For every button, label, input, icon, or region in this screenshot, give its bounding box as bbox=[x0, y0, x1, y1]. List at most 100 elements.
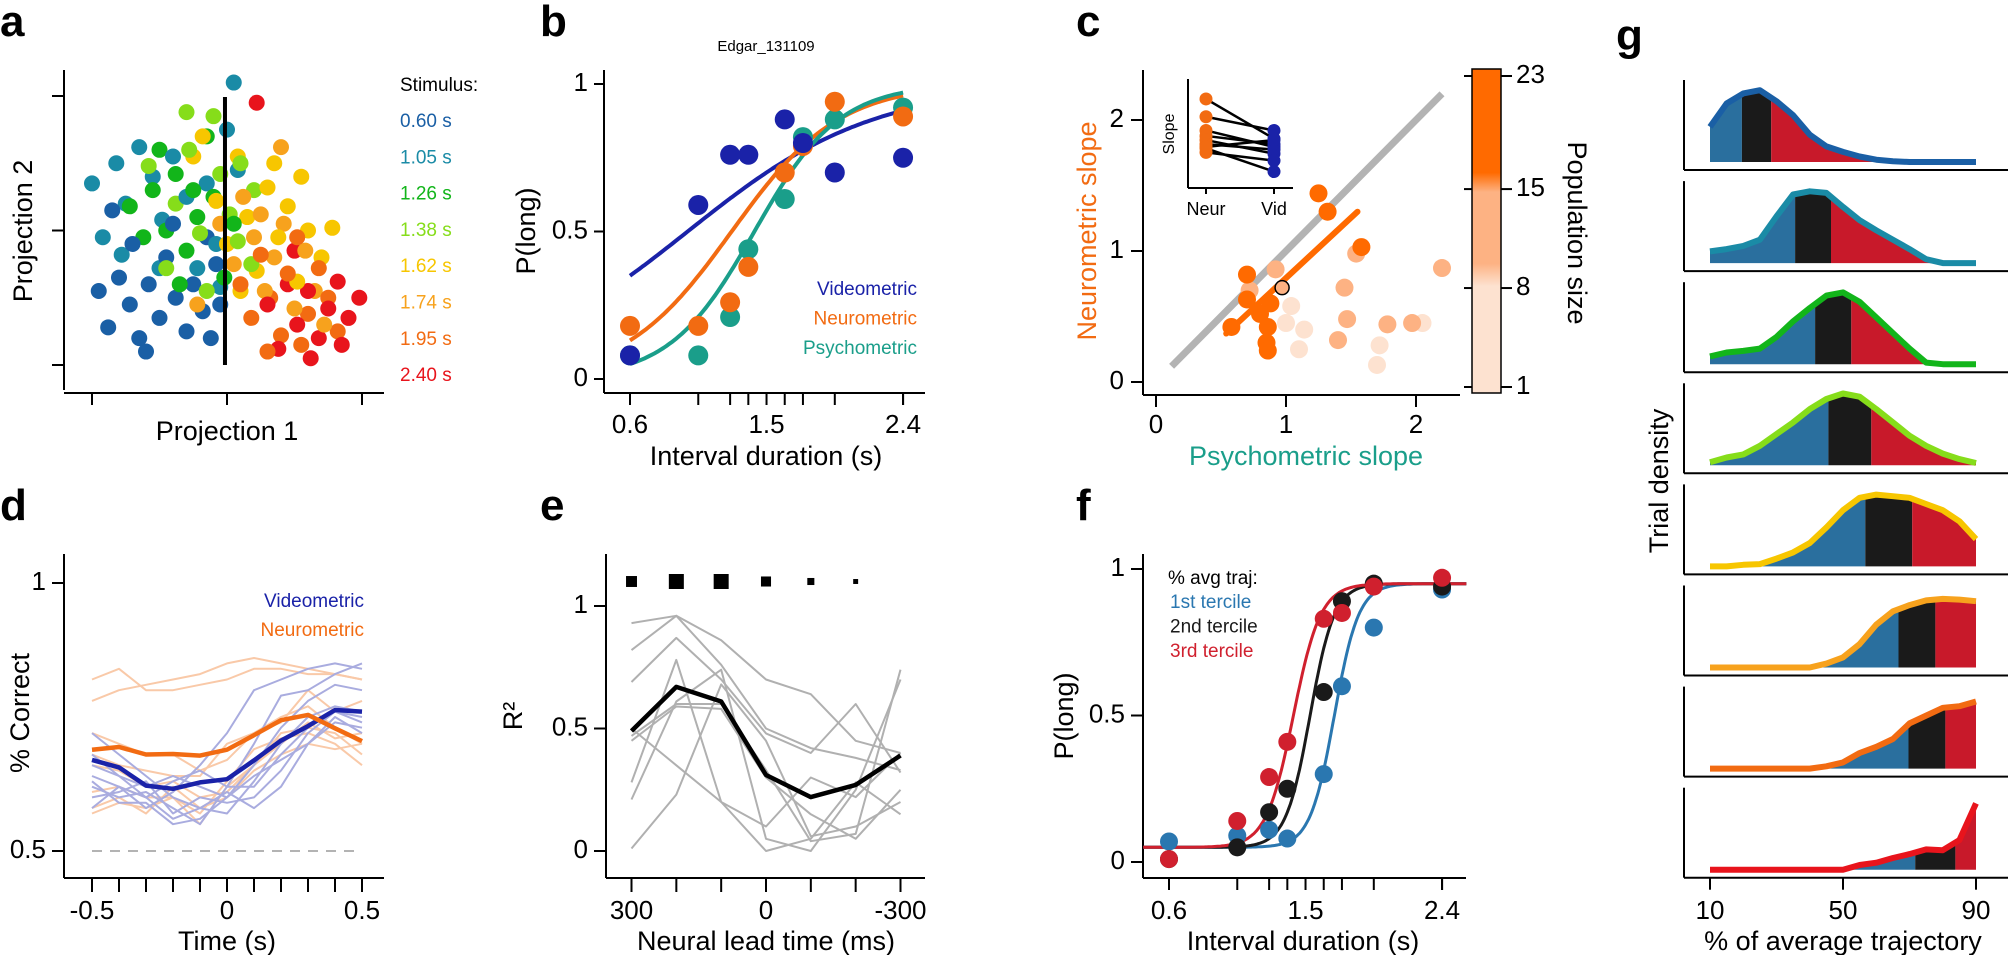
b-point-videometric bbox=[688, 194, 709, 215]
e-y-tick-label: 0 bbox=[574, 834, 588, 864]
a-scatter-point bbox=[90, 283, 107, 300]
a-scatter-point bbox=[293, 168, 310, 185]
a-scatter-point bbox=[185, 182, 202, 199]
a-scatter-point bbox=[185, 276, 202, 293]
a-scatter-point bbox=[121, 198, 138, 215]
d-individual-videometric-line bbox=[91, 662, 363, 810]
panel-letter-f: f bbox=[1076, 481, 1091, 530]
c-scatter-point bbox=[1295, 320, 1314, 339]
d-y-tick-label: 1 bbox=[32, 566, 46, 596]
a-scatter-point bbox=[310, 330, 327, 347]
b-point-videometric bbox=[824, 162, 845, 183]
f-y-tick-label: 1 bbox=[1111, 552, 1125, 582]
a-scatter-point bbox=[202, 330, 219, 347]
g-tercile-fill-1 bbox=[1710, 724, 1909, 769]
c-x-tick-label: 0 bbox=[1149, 409, 1163, 439]
g-x-axis-label: % of average trajectory bbox=[1704, 926, 1982, 955]
g-tercile-fill-1 bbox=[1710, 94, 1742, 162]
f-point bbox=[1332, 677, 1351, 696]
a-scatter-point bbox=[333, 336, 350, 353]
f-point bbox=[1160, 850, 1178, 869]
g-tercile-fill-3 bbox=[1912, 498, 1976, 567]
a-scatter-point bbox=[351, 289, 368, 306]
a-scatter-point bbox=[252, 206, 269, 223]
a-scatter-point bbox=[198, 283, 215, 300]
e-individual-line bbox=[630, 614, 901, 772]
c-scatter-point bbox=[1282, 297, 1301, 316]
a-legend-item: 0.60 s bbox=[400, 111, 452, 132]
a-scatter-point bbox=[144, 182, 161, 199]
f-x-tick-label: 0.6 bbox=[1151, 895, 1187, 925]
c-scatter-point bbox=[1352, 238, 1371, 257]
a-scatter-point bbox=[205, 108, 222, 125]
g-density-outline bbox=[1710, 491, 1979, 570]
c-inset-pair-line bbox=[1205, 129, 1275, 149]
a-scatter-point bbox=[270, 229, 287, 246]
a-scatter-point bbox=[293, 336, 310, 353]
b-chart-title: Edgar_131109 bbox=[717, 38, 814, 55]
b-x-tick-label: 2.4 bbox=[885, 409, 921, 439]
f-point bbox=[1260, 820, 1279, 839]
a-scatter-point bbox=[111, 269, 127, 286]
a-scatter-point bbox=[266, 249, 283, 266]
c-inset-vid-point bbox=[1267, 133, 1281, 147]
g-density-outline bbox=[1709, 188, 1976, 267]
e-significance-marker bbox=[713, 574, 729, 589]
c-inset-neur-point bbox=[1199, 140, 1213, 154]
g-tercile-fill-3 bbox=[1851, 297, 1976, 365]
e-individual-line bbox=[630, 683, 901, 850]
panel-letter-c: c bbox=[1076, 0, 1100, 46]
e-significance-marker bbox=[626, 576, 637, 587]
c-inset-pair-line bbox=[1205, 115, 1275, 132]
panel-letter-d: d bbox=[0, 481, 27, 530]
c-inset-y-label: Slope bbox=[1161, 113, 1178, 154]
e-x-tick-label: 0 bbox=[759, 895, 773, 925]
a-legend-item: 1.26 s bbox=[400, 184, 452, 205]
f-point bbox=[1278, 779, 1297, 798]
g-density-outline bbox=[1710, 595, 1977, 671]
c-scatter-point bbox=[1329, 331, 1347, 350]
f-point bbox=[1228, 838, 1247, 857]
panel-letter-a: a bbox=[0, 0, 25, 46]
d-individual-neurometric-line bbox=[91, 657, 363, 702]
e-significance-marker bbox=[853, 579, 859, 584]
a-scatter-point bbox=[178, 242, 195, 259]
panel-letter-b: b bbox=[540, 0, 567, 46]
g-tercile-fill-2 bbox=[1865, 494, 1913, 567]
c-scatter-point bbox=[1277, 314, 1295, 333]
d-individual-videometric-line bbox=[91, 721, 363, 820]
a-scatter-point bbox=[140, 276, 157, 293]
colorbar bbox=[1471, 68, 1502, 394]
a-scatter-point bbox=[239, 209, 256, 226]
f-point bbox=[1278, 829, 1297, 848]
g-tercile-fill-3 bbox=[1831, 196, 1976, 264]
a-scatter-point bbox=[94, 229, 111, 246]
c-scatter-point bbox=[1318, 202, 1337, 221]
a-scatter-point bbox=[232, 155, 249, 172]
g-x-tick-label: 90 bbox=[1962, 895, 1991, 925]
a-scatter-point bbox=[124, 235, 141, 252]
c-scatter-point bbox=[1338, 310, 1357, 329]
d-x-axis-label: Time (s) bbox=[178, 926, 276, 955]
d-individual-videometric-line bbox=[91, 710, 363, 815]
b-point-videometric bbox=[620, 345, 640, 366]
a-scatter-point bbox=[84, 175, 100, 192]
a-scatter-point bbox=[273, 139, 289, 156]
e-significance-marker bbox=[760, 576, 772, 587]
colorbar-tick-label: 1 bbox=[1516, 370, 1530, 400]
a-scatter-point bbox=[165, 148, 181, 165]
a-scatter-point bbox=[232, 276, 249, 293]
c-scatter-point bbox=[1258, 341, 1277, 360]
a-scatter-point bbox=[273, 327, 289, 344]
g-density-outline bbox=[1709, 390, 1977, 466]
b-point-psychometric bbox=[774, 189, 795, 210]
c-scatter-point bbox=[1309, 184, 1328, 203]
d-individual-neurometric-line bbox=[91, 667, 363, 692]
f-x-tick-label: 2.4 bbox=[1424, 895, 1460, 925]
a-scatter-point bbox=[131, 330, 148, 347]
d-individual-videometric-line bbox=[91, 716, 363, 826]
a-scatter-point bbox=[259, 296, 276, 313]
g-x-tick-label: 10 bbox=[1696, 895, 1725, 925]
a-scatter-point bbox=[248, 94, 265, 111]
c-inset-label-vid: Vid bbox=[1261, 199, 1287, 219]
